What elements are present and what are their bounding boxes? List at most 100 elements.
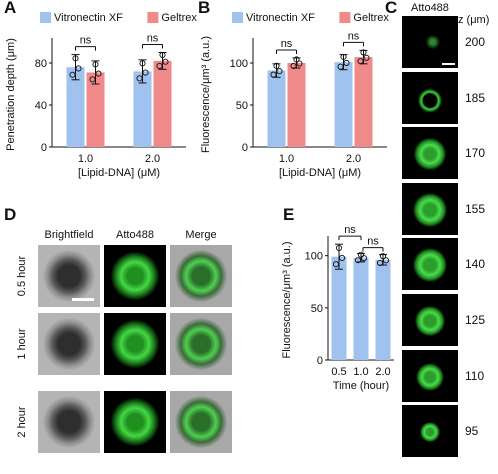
y-tick-label: 0 (41, 142, 47, 154)
panel-letter-a: A (4, 0, 17, 17)
z-value-label: 155 (465, 201, 486, 216)
z-value-label: 170 (465, 146, 486, 161)
z-value-label: 200 (465, 35, 486, 49)
z-value-label: 125 (465, 313, 486, 327)
data-point (69, 71, 76, 78)
row-label: 2 hour (16, 406, 28, 438)
x-axis-label: [Lipid-DNA] (μM) (78, 167, 160, 179)
panel-letter-b: B (198, 0, 211, 17)
x-tick-label: 1.0 (279, 153, 294, 165)
scale-bar (442, 63, 455, 65)
column-header: Brightfield (44, 229, 94, 241)
x-tick-label: 1.0 (78, 153, 93, 165)
panel-letter-c: C (385, 0, 398, 17)
bar (354, 57, 373, 148)
x-tick-label: 1.0 (353, 366, 368, 378)
z-slice-image (402, 294, 458, 346)
data-point (337, 63, 344, 70)
data-point (382, 257, 390, 264)
z-value-label: 185 (465, 90, 486, 105)
x-axis-label: [Lipid-DNA] (μM) (279, 167, 361, 179)
atto488-image (104, 245, 166, 307)
data-point (360, 49, 367, 56)
z-slice-image (402, 16, 458, 68)
z-slice-image (402, 405, 458, 458)
bar (331, 256, 347, 360)
x-tick-label: 2.0 (346, 153, 361, 165)
data-point (332, 261, 340, 268)
panel-letter-d: D (4, 205, 17, 224)
panel-letter-e: E (283, 205, 295, 224)
panel-c-title: Atto488 (411, 2, 449, 14)
y-tick-label: 80 (35, 58, 47, 70)
y-tick-label: 50 (236, 100, 248, 112)
z-slice-image (402, 71, 458, 124)
row-label: 1 hour (16, 328, 28, 360)
data-point (296, 60, 303, 67)
y-axis-label: Fluorescence/μm³ (a.u.) (200, 36, 212, 153)
column-header: Merge (185, 229, 217, 241)
data-point (340, 53, 347, 60)
data-point (363, 54, 370, 61)
column-header: Atto488 (116, 229, 154, 241)
legend-swatch (147, 12, 159, 23)
data-point (142, 69, 149, 76)
legend-swatch (40, 12, 51, 23)
legend-label: Geltrex (161, 12, 197, 24)
data-point (338, 254, 346, 261)
x-tick-label: 0.5 (331, 366, 346, 378)
scale-bar (72, 298, 94, 301)
data-point (293, 56, 300, 63)
data-point (360, 255, 368, 262)
bar (267, 70, 286, 147)
data-point (376, 259, 384, 267)
merge-image (170, 245, 232, 307)
bar (334, 62, 353, 147)
data-point (270, 71, 277, 78)
data-point (290, 62, 297, 70)
y-tick-label: 50 (311, 303, 323, 315)
data-point (139, 60, 146, 67)
y-axis-label: Fluorescence/μm³ (a.u.) (281, 242, 293, 359)
z-slice-image (402, 349, 458, 402)
x-axis-label: Time (hour) (333, 380, 389, 392)
brightfield-image (38, 313, 100, 375)
y-axis-label: Penetration depth (μm) (5, 38, 17, 151)
legend-label: Vitronectin XF (246, 12, 315, 24)
bar (66, 67, 85, 147)
data-point (343, 59, 350, 66)
bar (153, 60, 172, 147)
data-point (75, 65, 82, 72)
z-slice-image (402, 127, 458, 180)
z-value-label: 95 (465, 424, 479, 439)
significance-label: ns (348, 30, 360, 42)
data-point (89, 76, 96, 83)
data-point (354, 257, 362, 264)
significance-label: ns (147, 33, 159, 45)
chart-e: 0 50 100 Fluorescence/μm³ (a.u.) Time (hour)… (281, 224, 394, 392)
data-point (335, 244, 343, 251)
y-tick-label: 40 (35, 100, 47, 112)
bar (133, 71, 152, 147)
data-point (162, 58, 169, 65)
y-tick-label: 0 (242, 142, 248, 154)
legend-label: Vitronectin XF (54, 12, 123, 24)
y-tick-label: 100 (230, 58, 248, 70)
legend-swatch (232, 12, 243, 23)
data-point (95, 70, 102, 77)
significance-label: ns (80, 35, 92, 47)
data-point (159, 51, 166, 59)
data-point (92, 61, 99, 68)
atto488-image (104, 313, 166, 375)
data-point (357, 58, 364, 65)
z-value-label: 140 (465, 257, 486, 272)
chart-a: Vitronectin XF Geltrex 0 40 80 Penetration de… (5, 12, 197, 179)
data-point (379, 253, 387, 260)
z-slice-image (402, 182, 458, 235)
z-axis-label: z (μm) (458, 14, 490, 26)
data-point (276, 68, 283, 75)
x-tick-label: 2.0 (375, 366, 390, 378)
x-tick-label: 2.0 (145, 153, 160, 165)
legend-swatch (339, 12, 351, 23)
z-slice-image (402, 238, 458, 291)
